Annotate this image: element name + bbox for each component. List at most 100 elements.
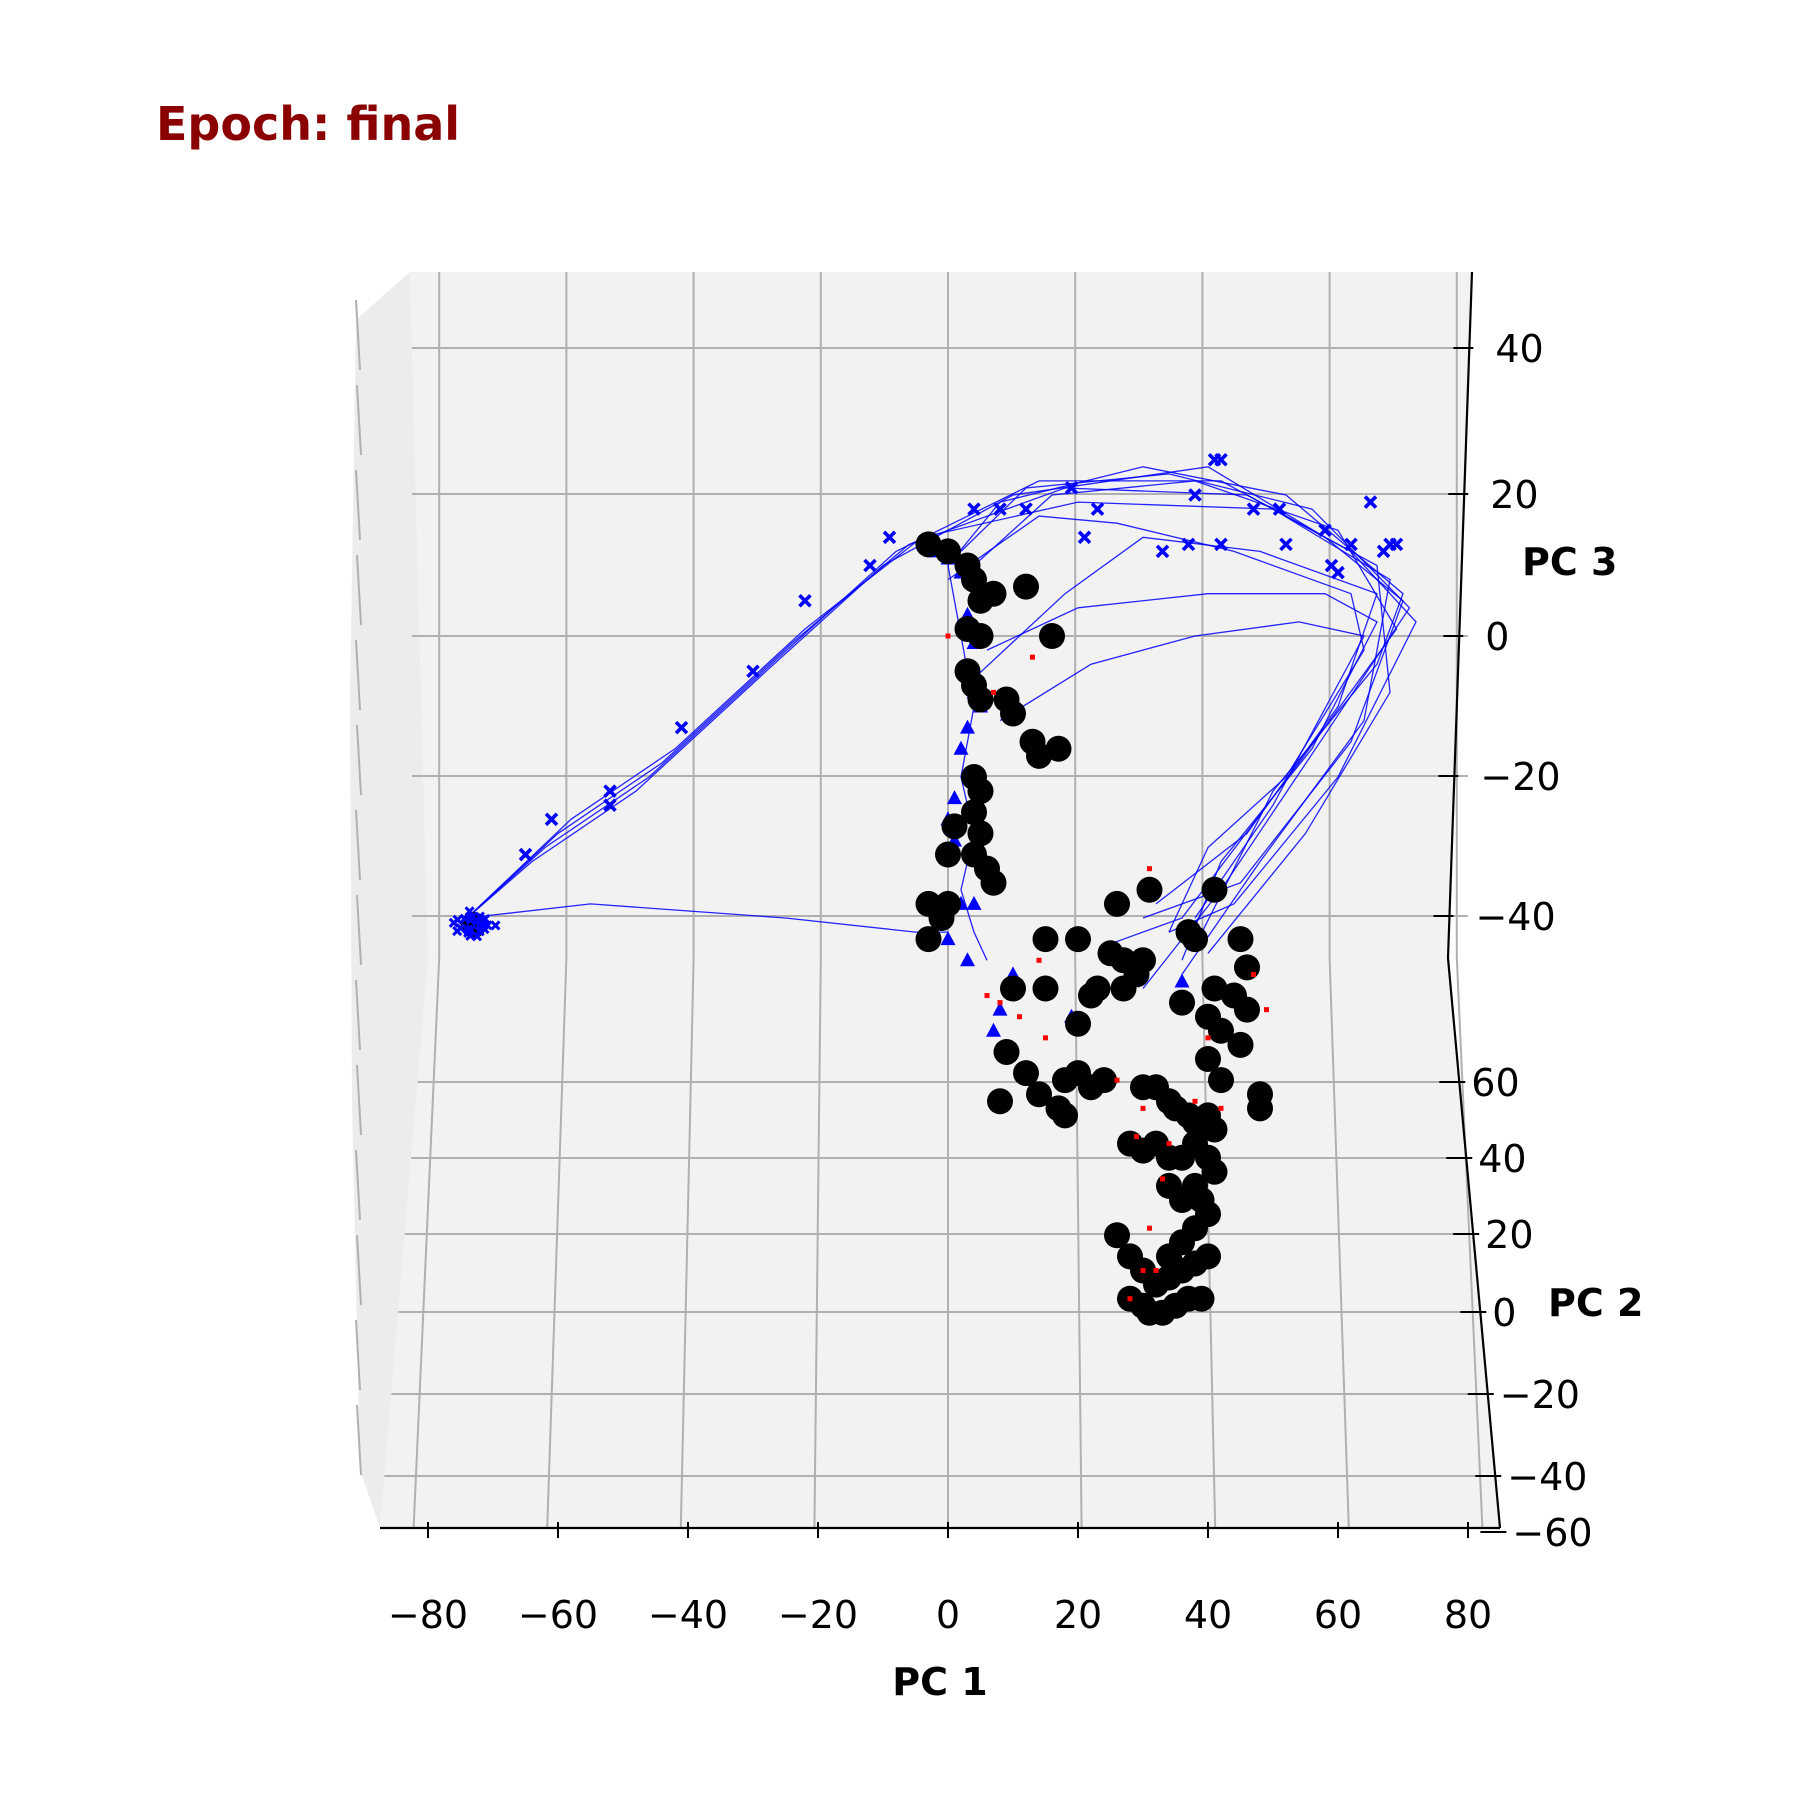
x-marker	[1344, 537, 1358, 552]
trajectory-line	[986, 593, 1378, 961]
red-marker	[1251, 971, 1256, 977]
dot-marker	[1195, 1243, 1221, 1270]
side-gridline	[356, 1064, 362, 1136]
x-tick-label: 40	[1184, 1593, 1232, 1637]
triangle-marker	[947, 790, 962, 805]
figure-title: Epoch: final	[156, 97, 460, 151]
dot-marker	[1045, 735, 1072, 762]
y-tick-label: 40	[1478, 1137, 1526, 1181]
side-gridline	[356, 384, 362, 456]
dot-marker	[1201, 1158, 1228, 1185]
side-gridline	[356, 894, 362, 966]
dot-marker	[935, 841, 961, 868]
x-axis-title: PC 1	[892, 1660, 987, 1704]
red-marker	[945, 633, 951, 639]
z-tick-label: 40	[1495, 327, 1543, 371]
x-marker	[967, 502, 981, 516]
x-marker	[1214, 537, 1228, 552]
trajectory-line	[973, 536, 1378, 905]
dot-marker	[1065, 1010, 1091, 1037]
dot-marker	[1032, 975, 1059, 1002]
dot-marker	[1227, 926, 1254, 953]
red-marker	[1017, 1014, 1022, 1020]
dot-marker	[1227, 1031, 1254, 1058]
x-tick-label: −80	[388, 1593, 468, 1637]
x-marker	[1331, 565, 1345, 580]
trajectory-line	[947, 515, 1365, 933]
x-marker	[1389, 537, 1404, 552]
dot-marker	[1136, 876, 1163, 903]
red-marker	[1043, 1035, 1048, 1041]
dot-marker	[1182, 926, 1208, 953]
grid-lines	[355, 272, 1496, 1529]
dot-marker	[1084, 975, 1111, 1002]
plot-area	[448, 452, 1417, 1326]
y-tick-label: −20	[1500, 1373, 1580, 1417]
triangle-marker	[960, 952, 975, 967]
y-tick-label: −40	[1507, 1455, 1587, 1499]
side-pane	[350, 272, 428, 1528]
z-tick-label: 20	[1490, 473, 1538, 517]
triangle-marker	[992, 1001, 1008, 1016]
x-marker	[746, 664, 760, 679]
x-marker	[1363, 495, 1378, 509]
triangle-marker	[1174, 973, 1190, 988]
dot-marker	[1201, 975, 1228, 1002]
dot-marker	[961, 799, 987, 826]
x-marker	[1155, 544, 1170, 559]
z-tick-label: −20	[1480, 755, 1560, 799]
side-gridline	[355, 979, 361, 1051]
dot-marker	[915, 926, 942, 953]
floor-pane	[380, 958, 1500, 1528]
x-tick-label: 20	[1054, 1593, 1102, 1637]
x-marker	[518, 847, 533, 862]
x-marker	[1090, 502, 1105, 516]
x-tick-label: 80	[1444, 1593, 1492, 1637]
y-tick-label: 20	[1485, 1213, 1533, 1257]
x-marker	[798, 593, 812, 608]
side-gridline	[356, 1234, 362, 1306]
cluster-x-marker	[480, 913, 491, 925]
trajectory-line	[960, 473, 1411, 989]
side-gridline	[355, 469, 361, 541]
z-axis-title: PC 3	[1522, 540, 1617, 584]
side-gridline	[355, 1319, 361, 1391]
z-axis-line	[1446, 271, 1474, 959]
x-marker	[1246, 502, 1261, 516]
triangle-marker	[966, 895, 982, 910]
dot-marker	[993, 1038, 1020, 1065]
z-tick-label: 0	[1485, 615, 1509, 659]
y-axis-line	[1446, 957, 1502, 1529]
cluster-x-marker	[462, 924, 474, 935]
dot-marker	[1091, 1067, 1117, 1094]
red-marker	[1147, 866, 1152, 872]
dot-marker	[935, 538, 961, 565]
dot-marker	[1032, 926, 1059, 953]
trajectory-line	[999, 621, 1365, 919]
x-tick-label: −20	[778, 1593, 858, 1637]
red-marker	[1264, 1007, 1269, 1013]
z-tick-label: −40	[1475, 895, 1555, 939]
red-marker	[1218, 1105, 1224, 1111]
trajectory-line	[466, 501, 1391, 975]
red-marker	[1147, 1225, 1152, 1231]
triangle-marker	[960, 719, 975, 734]
x-marker	[1214, 452, 1228, 467]
x-marker	[544, 812, 559, 827]
dot-marker	[1234, 996, 1260, 1023]
x-gridline-floor	[813, 957, 822, 1529]
x-gridline-floor	[679, 957, 695, 1529]
y-tick-label: 0	[1492, 1291, 1516, 1335]
side-gridline	[356, 554, 362, 626]
x-marker	[1279, 537, 1293, 552]
triangle-marker	[953, 740, 969, 755]
side-gridline	[355, 809, 361, 881]
red-marker	[1127, 1296, 1133, 1302]
dot-marker	[935, 890, 961, 917]
x-gridline-floor	[1328, 957, 1350, 1529]
red-marker	[1192, 1098, 1198, 1104]
x-gridline-floor	[546, 957, 568, 1529]
red-marker	[1160, 1176, 1165, 1182]
red-marker	[1036, 957, 1042, 963]
dot-marker	[1039, 623, 1065, 649]
